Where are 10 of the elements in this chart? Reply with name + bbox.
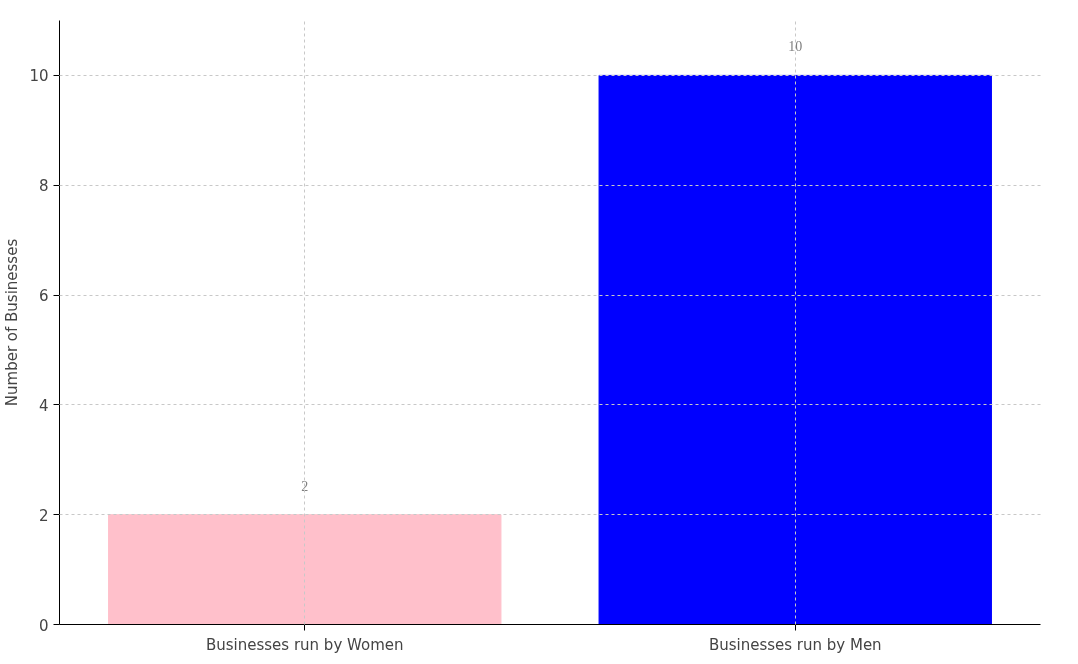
y-tick-label: 10 bbox=[29, 67, 49, 86]
x-tick-label: Businesses run by Men bbox=[708, 635, 882, 654]
data-label: 10 bbox=[788, 39, 803, 55]
y-tick-label: 0 bbox=[38, 616, 49, 635]
y-tick-label: 2 bbox=[38, 506, 49, 525]
y-axis-title: Number of Businesses bbox=[3, 238, 22, 407]
y-tick-label: 6 bbox=[38, 287, 49, 306]
x-tick-label: Businesses run by Women bbox=[205, 635, 404, 654]
y-tick-label: 8 bbox=[38, 177, 49, 196]
y-tick-label: 4 bbox=[38, 396, 49, 415]
